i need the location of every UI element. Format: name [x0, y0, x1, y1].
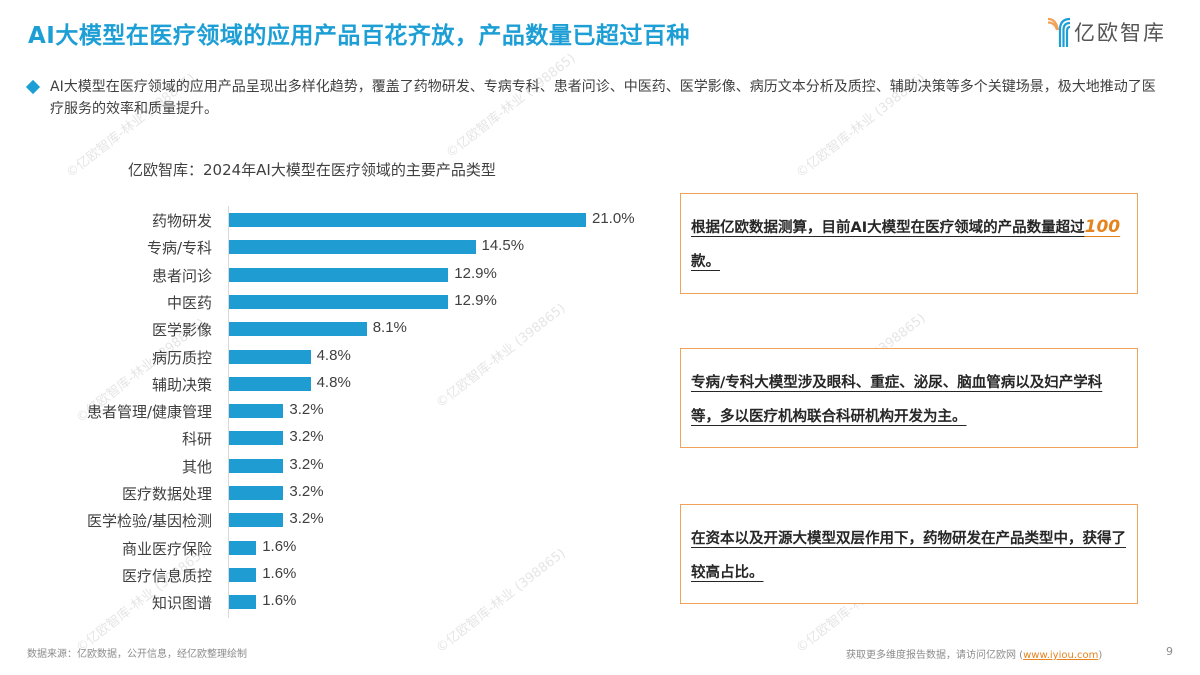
category-label: 辅助决策 [151, 375, 212, 394]
bar [229, 540, 257, 555]
value-label: 8.1% [372, 319, 407, 337]
bar-row: 患者问诊 12.9% [0, 261, 670, 288]
callout-text-body: 在资本以及开源大模型双层作用下，药物研发在产品类型中，获得了较高占比。 [691, 531, 1126, 581]
data-source: 数据来源：亿欧数据，公开信息，经亿欧整理绘制 [27, 649, 247, 660]
bar-row: 病历质控 4.8% [0, 343, 670, 370]
bar-row: 药物研发 21.0% [0, 206, 670, 233]
bar-row: 医疗信息质控 1.6% [0, 561, 670, 588]
category-label: 病历质控 [151, 348, 212, 367]
category-label: 知识图谱 [151, 594, 212, 613]
value-label: 3.2% [289, 455, 324, 473]
category-label: 中医药 [166, 293, 212, 312]
value-label: 12.9% [454, 291, 497, 309]
callout-text-body: 专病/专科大模型涉及眼科、重症、泌尿、脑血管病以及妇产学科等，多以医疗机构联合科… [691, 375, 1103, 425]
bar-row: 医疗数据处理 3.2% [0, 479, 670, 506]
callout-box-product-count: 根据亿欧数据测算，目前AI大模型在医疗领域的产品数量超过100 款。 [680, 193, 1138, 294]
bar-row: 患者管理/健康管理 3.2% [0, 397, 670, 424]
page-title: AI大模型在医疗领域的应用产品百花齐放，产品数量已超过百种 [28, 23, 690, 49]
intro-text: AI大模型在医疗领域的应用产品呈现出多样化趋势，覆盖了药物研发、专病专科、患者问… [50, 79, 1156, 117]
value-label: 3.2% [289, 428, 324, 446]
footer-note-suffix: ) [1098, 650, 1103, 661]
bar [229, 513, 284, 528]
category-label: 医学检验/基因检测 [86, 512, 212, 531]
category-label: 其他 [181, 457, 212, 476]
bar-row: 科研 3.2% [0, 424, 670, 451]
yiou-logo-icon [1047, 17, 1071, 47]
category-label: 专病/专科 [146, 239, 212, 258]
value-label: 4.8% [316, 373, 351, 391]
bar-row: 专病/专科 14.5% [0, 233, 670, 260]
footer-note: 获取更多维度报告数据，请访问亿欧网 (www.iyiou.com) [846, 646, 1102, 661]
value-label: 4.8% [316, 346, 351, 364]
category-label: 患者管理/健康管理 [86, 403, 212, 422]
bar [229, 567, 257, 582]
highlight-number: 100 [1084, 217, 1121, 237]
category-label: 患者问诊 [151, 266, 212, 285]
category-label: 科研 [181, 430, 212, 449]
category-label: 医疗信息质控 [121, 566, 212, 585]
category-label: 医学影像 [151, 321, 212, 340]
value-label: 14.5% [481, 237, 525, 255]
bar-row: 商业医疗保险 1.6% [0, 534, 670, 561]
bar [229, 404, 284, 419]
bar-chart: 药物研发 21.0% 专病/专科 14.5% 患者问诊 12.9% 中医药 12.9% 医学影像… [0, 206, 670, 618]
callout-text-before: 根据亿欧数据测算，目前AI大模型在医疗领域的产品数量超过 [691, 220, 1085, 236]
bar [229, 267, 449, 282]
logo: 亿欧智库 [1046, 16, 1166, 48]
chart-title: 亿欧智库：2024年AI大模型在医疗领域的主要产品类型 [128, 161, 496, 179]
value-label: 3.2% [289, 401, 324, 419]
bar-row: 知识图谱 1.6% [0, 588, 670, 615]
bar-row: 辅助决策 4.8% [0, 370, 670, 397]
bar-row: 其他 3.2% [0, 452, 670, 479]
page-number: 9 [1166, 645, 1173, 658]
callout-text: 在资本以及开源大模型双层作用下，药物研发在产品类型中，获得了较高占比。 [691, 522, 1127, 590]
callout-text: 专病/专科大模型涉及眼科、重症、泌尿、脑血管病以及妇产学科等，多以医疗机构联合科… [691, 366, 1127, 434]
bar-row: 医学影像 8.1% [0, 315, 670, 342]
category-label: 药物研发 [151, 212, 212, 230]
footer-note-text: 获取更多维度报告数据，请访问亿欧网 ( [846, 650, 1024, 661]
value-label: 1.6% [262, 564, 297, 582]
bar [229, 294, 449, 309]
value-label: 3.2% [289, 483, 324, 500]
category-label: 商业医疗保险 [121, 539, 212, 558]
value-label: 1.6% [262, 537, 297, 555]
bar [229, 213, 586, 227]
value-label: 1.6% [262, 592, 297, 610]
callout-box-specialty: 专病/专科大模型涉及眼科、重症、泌尿、脑血管病以及妇产学科等，多以医疗机构联合科… [680, 348, 1138, 448]
bar [229, 376, 311, 391]
bar-row: 医学检验/基因检测 3.2% [0, 506, 670, 533]
value-label: 12.9% [454, 264, 497, 282]
bar [229, 240, 476, 255]
bar [229, 349, 311, 364]
bar [229, 458, 284, 473]
bar [229, 486, 284, 500]
category-label: 医疗数据处理 [121, 485, 212, 503]
bar-row: 中医药 12.9% [0, 288, 670, 315]
bar [229, 322, 367, 337]
category-axis-line [228, 206, 229, 618]
bar [229, 595, 257, 610]
callout-box-drug-research: 在资本以及开源大模型双层作用下，药物研发在产品类型中，获得了较高占比。 [680, 504, 1138, 604]
intro-paragraph: AI大模型在医疗领域的应用产品呈现出多样化趋势，覆盖了药物研发、专病专科、患者问… [25, 76, 1158, 120]
website-link[interactable]: www.iyiou.com [1023, 650, 1099, 661]
callout-text-after: 款。 [691, 254, 720, 270]
logo-text: 亿欧智库 [1074, 21, 1166, 45]
value-label: 21.0% [592, 210, 635, 227]
bar [229, 431, 284, 446]
callout-text: 根据亿欧数据测算，目前AI大模型在医疗领域的产品数量超过100 款。 [691, 210, 1127, 279]
value-label: 3.2% [289, 510, 324, 528]
